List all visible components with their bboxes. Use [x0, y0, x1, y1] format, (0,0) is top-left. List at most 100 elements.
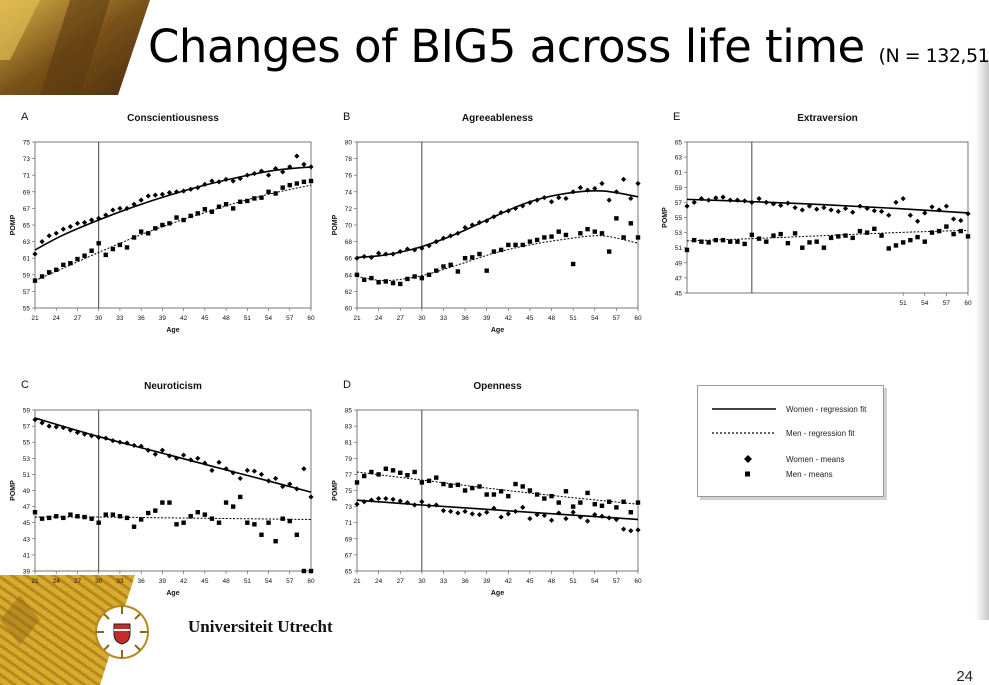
men-mean-point: [138, 229, 144, 234]
men-mean-point: [621, 499, 626, 504]
men-mean-point: [117, 242, 123, 248]
men-mean-point: [273, 539, 278, 544]
men-mean-point: [259, 195, 264, 200]
y-axis-label: POMP: [332, 480, 339, 501]
men-mean-point: [230, 504, 236, 509]
x-tick-label: 48: [222, 315, 230, 322]
men-mean-point: [922, 239, 927, 244]
men-mean-point: [506, 242, 511, 248]
panel-letter: C: [21, 379, 29, 391]
men-mean-point: [266, 520, 271, 525]
men-mean-point: [39, 274, 45, 279]
x-tick-label: 54: [591, 315, 599, 322]
men-mean-point: [821, 245, 827, 250]
x-tick-label: 27: [74, 315, 82, 322]
x-tick-label: 27: [74, 578, 82, 585]
y-tick-label: 57: [23, 424, 31, 431]
men-mean-point: [398, 470, 403, 475]
men-mean-point: [362, 277, 367, 282]
x-tick-label: 36: [138, 578, 146, 585]
chart-title: Neuroticism: [144, 381, 202, 392]
men-mean-point: [188, 514, 193, 519]
men-mean-point: [174, 215, 179, 220]
men-mean-point: [448, 262, 453, 268]
men-mean-point: [195, 211, 200, 216]
y-tick-label: 53: [675, 230, 683, 237]
men-mean-point: [181, 520, 186, 525]
legend-label: Women - means: [786, 454, 845, 464]
x-axis-label: Age: [491, 590, 504, 597]
men-regression-line: [34, 516, 312, 520]
men-mean-point: [585, 226, 590, 232]
women-mean-point: [294, 153, 300, 159]
y-tick-label: 76: [345, 173, 353, 180]
men-mean-point: [484, 268, 489, 273]
women-mean-point: [886, 212, 892, 218]
plot-area: [34, 141, 312, 309]
men-mean-point: [61, 515, 66, 521]
women-mean-point: [273, 165, 279, 172]
men-mean-point: [110, 512, 116, 517]
women-mean-point: [900, 196, 906, 202]
y-tick-label: 70: [345, 223, 353, 230]
men-mean-point: [202, 207, 208, 212]
women-mean-point: [138, 197, 144, 203]
x-tick-label: 45: [526, 578, 534, 585]
women-mean-point: [556, 195, 562, 201]
men-mean-point: [294, 181, 300, 186]
men-mean-point: [462, 488, 468, 493]
women-mean-point: [469, 222, 475, 228]
x-tick-label: 33: [116, 315, 124, 322]
y-tick-label: 45: [23, 520, 31, 527]
men-mean-point: [958, 228, 963, 234]
men-mean-point: [362, 473, 367, 479]
women-mean-point: [878, 208, 885, 215]
men-mean-point: [434, 475, 439, 480]
men-mean-point: [764, 239, 769, 244]
men-mean-point: [181, 217, 186, 223]
men-mean-point: [96, 241, 101, 246]
men-mean-point: [556, 229, 561, 234]
y-tick-label: 67: [345, 552, 353, 559]
men-mean-point: [188, 213, 193, 219]
men-mean-point: [103, 512, 108, 517]
men-mean-point: [146, 510, 151, 516]
x-tick-label: 39: [159, 315, 167, 322]
men-mean-point: [462, 256, 468, 261]
men-mean-point: [390, 280, 396, 286]
y-tick-label: 61: [23, 256, 31, 263]
men-mean-point: [455, 269, 461, 274]
x-tick-label: 42: [505, 578, 513, 585]
x-tick-label: 57: [943, 300, 951, 307]
y-tick-label: 71: [345, 520, 353, 527]
women-mean-point: [32, 251, 38, 257]
men-mean-point: [628, 510, 633, 515]
men-mean-point: [369, 469, 374, 475]
men-mean-point: [944, 224, 949, 229]
men-mean-point: [792, 231, 798, 236]
men-mean-point: [879, 233, 884, 238]
men-mean-point: [238, 494, 243, 500]
men-mean-point: [273, 191, 278, 196]
men-mean-point: [498, 489, 504, 494]
y-tick-label: 75: [345, 488, 353, 495]
women-mean-point: [893, 199, 899, 205]
men-mean-point: [230, 206, 236, 211]
women-mean-point: [131, 201, 137, 207]
women-mean-point: [301, 161, 307, 168]
men-mean-point: [252, 522, 257, 527]
x-tick-label: 48: [548, 315, 556, 322]
men-mean-point: [556, 500, 561, 505]
men-mean-point: [354, 272, 360, 277]
y-tick-label: 57: [675, 200, 683, 207]
y-tick-label: 69: [345, 536, 353, 543]
y-tick-label: 65: [345, 569, 353, 576]
men-mean-point: [369, 275, 374, 281]
men-mean-point: [146, 231, 151, 236]
y-tick-label: 68: [345, 239, 353, 246]
x-tick-label: 27: [397, 578, 405, 585]
men-mean-point: [864, 230, 870, 235]
legend-diamond-icon: [744, 455, 752, 463]
women-mean-point: [46, 233, 52, 239]
x-tick-label: 51: [244, 315, 252, 322]
